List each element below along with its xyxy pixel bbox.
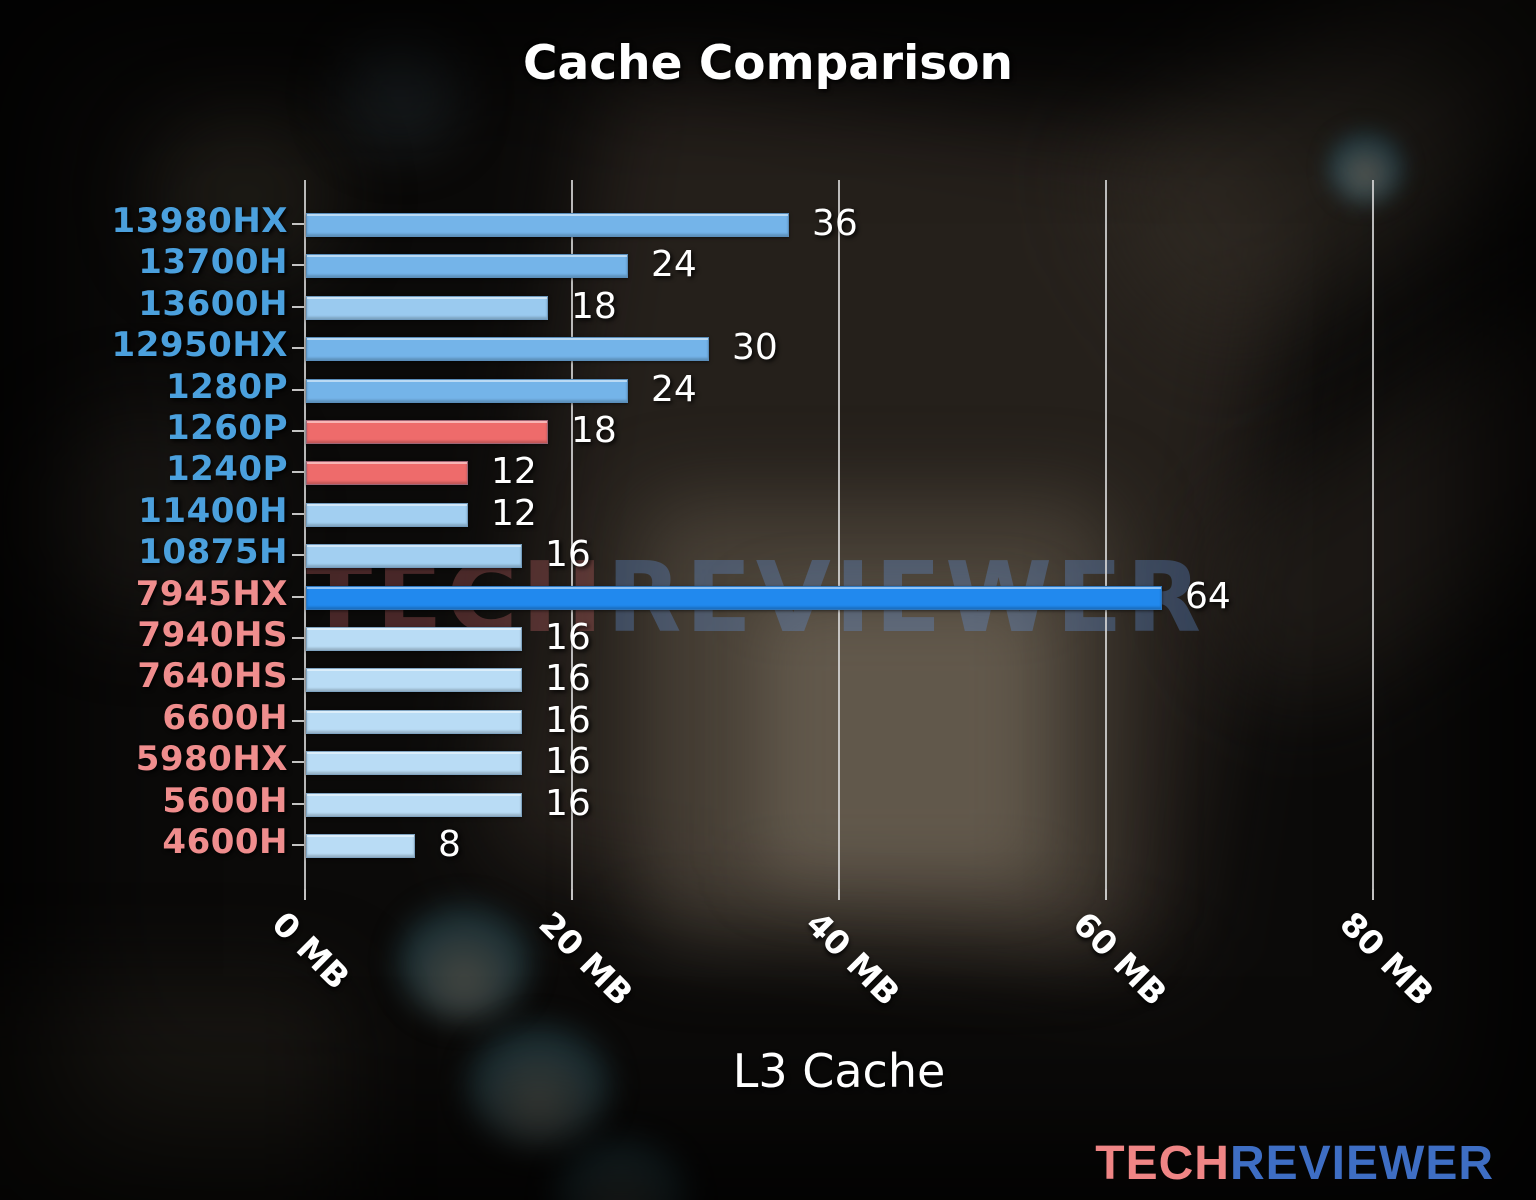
bar-value-label: 12 <box>491 451 537 493</box>
y-tick-mark <box>292 305 304 308</box>
y-axis-label: 5980HX <box>135 739 288 780</box>
y-tick-mark <box>292 719 304 722</box>
y-axis-label: 1280P <box>165 366 288 407</box>
bar-value-label: 18 <box>571 410 617 451</box>
brand-logo-reviewer: REVIEWER <box>1229 1137 1494 1190</box>
y-tick-mark <box>292 430 304 432</box>
y-tick-mark <box>292 595 304 598</box>
bar-value-label: 16 <box>545 699 591 741</box>
gridline <box>304 180 306 889</box>
y-tick-mark <box>292 678 304 681</box>
y-axis-label: 10875H <box>138 532 288 573</box>
bar-value-label: 64 <box>1185 575 1231 617</box>
y-tick-mark <box>292 554 304 557</box>
y-tick-mark <box>292 802 304 805</box>
y-tick-mark <box>292 347 304 350</box>
bar <box>306 544 522 569</box>
y-axis-label: 4600H <box>162 822 288 862</box>
gridline <box>571 180 573 889</box>
x-tick-mark <box>838 889 840 900</box>
y-tick-mark <box>292 264 304 267</box>
bar-value-label: 18 <box>571 285 617 327</box>
y-axis-label: 1260P <box>165 408 288 448</box>
bar <box>306 461 468 486</box>
bar <box>306 834 415 858</box>
bar-value-label: 16 <box>545 534 591 576</box>
bar-value-label: 36 <box>812 203 858 244</box>
y-tick-mark <box>292 471 304 474</box>
y-tick-mark <box>292 223 304 225</box>
bar-value-label: 24 <box>651 368 697 410</box>
bar <box>306 502 468 527</box>
bar-value-label: 30 <box>732 327 778 369</box>
y-axis-label: 13980HX <box>111 201 288 241</box>
bar-value-label: 12 <box>491 492 537 534</box>
y-tick-mark <box>292 388 304 391</box>
gridline <box>838 180 840 889</box>
bar <box>306 420 548 444</box>
bar <box>306 751 522 776</box>
bar-value-label: 16 <box>545 741 591 783</box>
bar <box>306 709 522 734</box>
x-tick-mark <box>304 889 306 900</box>
y-axis-label: 13700H <box>138 242 288 283</box>
x-tick-label: 60 MB <box>1065 904 1175 1014</box>
x-tick-label: 20 MB <box>531 904 641 1014</box>
y-tick-mark <box>292 512 304 515</box>
y-axis-label: 7945HX <box>135 573 288 614</box>
chart-title: Cache Comparison <box>523 36 1013 91</box>
x-tick-mark <box>571 889 573 900</box>
y-axis-label: 5600H <box>162 780 288 821</box>
bar-value-label: 8 <box>438 824 461 865</box>
bar <box>306 668 522 693</box>
bar <box>306 792 522 817</box>
x-tick-label: 40 MB <box>798 904 908 1014</box>
x-tick-label: 80 MB <box>1332 904 1442 1014</box>
y-axis-label: 7640HS <box>137 656 288 697</box>
y-axis-label: 12950HX <box>111 325 288 366</box>
x-tick-label: 0 MB <box>264 904 358 997</box>
brand-logo: TECHREVIEWER <box>1095 1140 1494 1188</box>
y-tick-mark <box>292 844 304 846</box>
y-tick-mark <box>292 761 304 764</box>
y-axis-label: 11400H <box>138 490 288 531</box>
bar-value-label: 16 <box>545 658 591 700</box>
bar-value-label: 24 <box>651 244 697 286</box>
bar <box>306 585 1162 610</box>
y-axis-label: 6600H <box>162 697 288 738</box>
brand-logo-tech: TECH <box>1095 1137 1230 1190</box>
bar <box>306 254 628 279</box>
x-axis-title: L3 Cache <box>732 1044 946 1098</box>
bar-value-label: 16 <box>545 617 591 658</box>
gridline <box>1372 180 1374 889</box>
bar <box>306 627 522 651</box>
bar <box>306 337 709 362</box>
x-tick-mark <box>1105 889 1107 900</box>
x-tick-mark <box>1372 889 1374 900</box>
y-tick-mark <box>292 637 304 639</box>
y-axis-label: 13600H <box>138 283 288 324</box>
bar <box>306 378 628 403</box>
bar-value-label: 16 <box>545 782 591 824</box>
gridline <box>1105 180 1107 889</box>
y-axis-label: 7940HS <box>137 615 288 655</box>
bar <box>306 295 548 320</box>
bar <box>306 213 789 237</box>
y-axis-label: 1240P <box>165 449 288 490</box>
